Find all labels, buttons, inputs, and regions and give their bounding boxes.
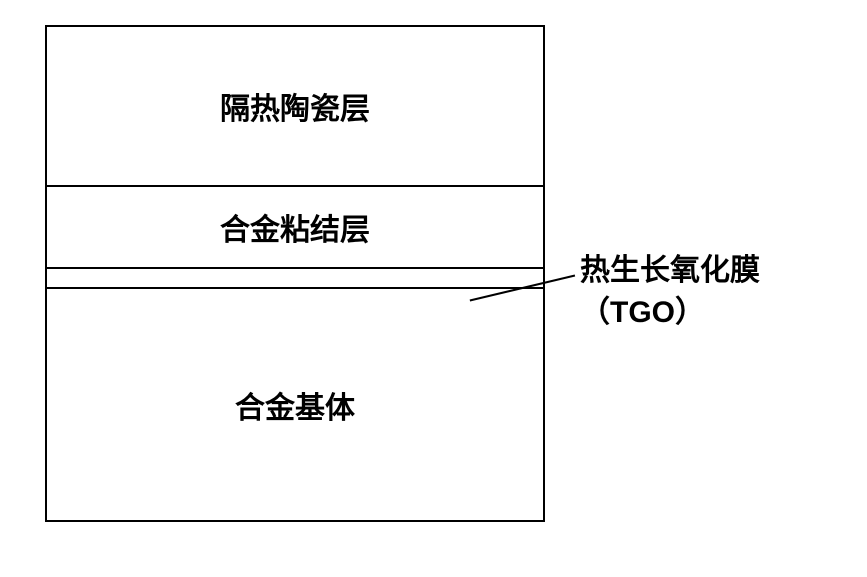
annotation-line-2: （TGO）: [580, 292, 760, 334]
substrate-layer-label: 合金基体: [235, 383, 355, 427]
substrate-layer: 合金基体: [45, 287, 545, 522]
bond-layer: 合金粘结层: [45, 185, 545, 267]
ceramic-layer: 隔热陶瓷层: [45, 25, 545, 185]
tgo-annotation: 热生长氧化膜 （TGO）: [580, 250, 760, 334]
bond-layer-label: 合金粘结层: [220, 205, 370, 249]
ceramic-layer-label: 隔热陶瓷层: [220, 84, 370, 128]
annotation-line-1: 热生长氧化膜: [580, 250, 760, 292]
tgo-layer: [45, 267, 545, 287]
layer-diagram: 隔热陶瓷层 合金粘结层 合金基体: [45, 25, 545, 522]
